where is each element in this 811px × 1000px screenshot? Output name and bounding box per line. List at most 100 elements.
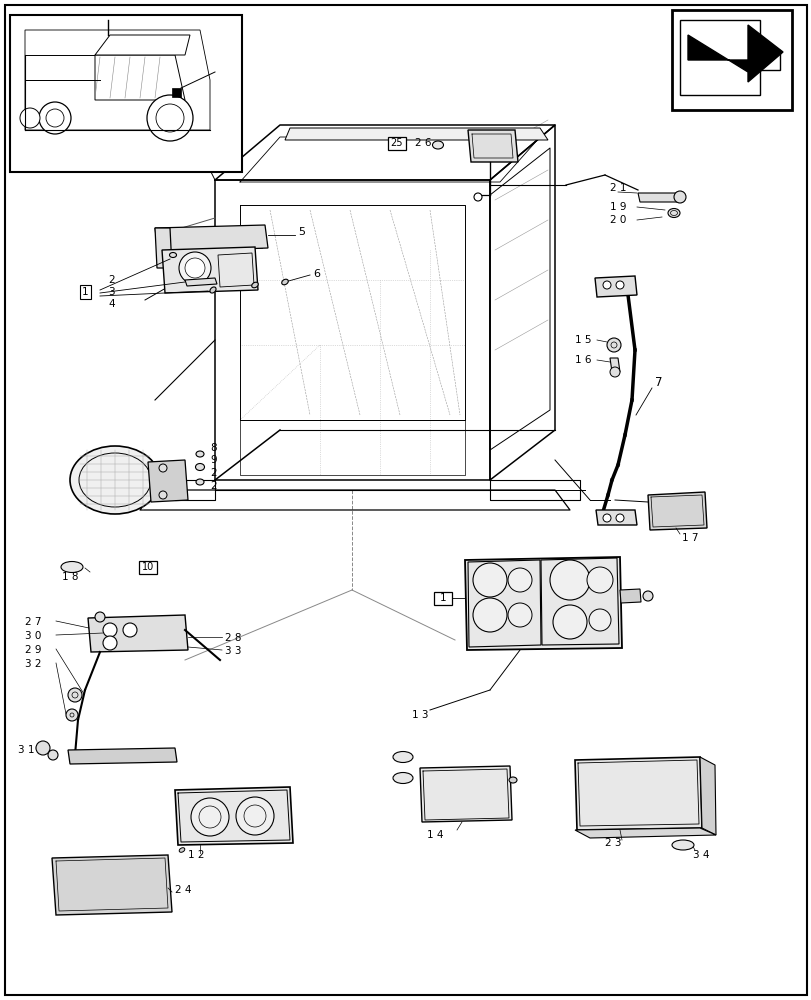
Circle shape <box>185 258 204 278</box>
Text: 1: 1 <box>82 287 88 297</box>
Circle shape <box>36 741 50 755</box>
Polygon shape <box>637 193 681 202</box>
Bar <box>172 88 181 97</box>
Ellipse shape <box>393 772 413 784</box>
Circle shape <box>616 514 623 522</box>
Polygon shape <box>465 557 621 650</box>
Polygon shape <box>95 55 185 100</box>
Circle shape <box>159 464 167 472</box>
Circle shape <box>603 514 610 522</box>
Text: 5: 5 <box>298 227 305 237</box>
Circle shape <box>508 603 531 627</box>
Polygon shape <box>155 225 268 252</box>
Polygon shape <box>155 228 172 268</box>
Polygon shape <box>609 358 620 372</box>
Circle shape <box>473 563 506 597</box>
Ellipse shape <box>251 282 258 288</box>
Circle shape <box>673 191 685 203</box>
Text: 2 6: 2 6 <box>414 138 431 148</box>
Ellipse shape <box>210 287 216 293</box>
Circle shape <box>473 598 506 632</box>
Text: 7: 7 <box>654 376 662 389</box>
Circle shape <box>588 609 610 631</box>
Circle shape <box>236 797 273 835</box>
Text: 1 8: 1 8 <box>62 572 79 582</box>
Text: 1 2: 1 2 <box>188 850 204 860</box>
Circle shape <box>474 193 482 201</box>
Bar <box>139 561 157 574</box>
Circle shape <box>549 560 590 600</box>
Ellipse shape <box>70 446 160 514</box>
Circle shape <box>552 605 586 639</box>
Text: 1 4: 1 4 <box>427 830 443 840</box>
Polygon shape <box>467 130 517 162</box>
Polygon shape <box>148 460 188 502</box>
Circle shape <box>95 612 105 622</box>
Text: 3 3: 3 3 <box>225 646 241 656</box>
Ellipse shape <box>169 252 176 257</box>
Circle shape <box>122 623 137 637</box>
Text: 2 7: 2 7 <box>25 617 41 627</box>
Circle shape <box>159 491 167 499</box>
Text: 3 0: 3 0 <box>25 631 41 641</box>
Text: 3: 3 <box>108 287 114 297</box>
Polygon shape <box>647 492 706 530</box>
Polygon shape <box>620 589 640 603</box>
Text: 1: 1 <box>439 593 446 603</box>
Circle shape <box>39 102 71 134</box>
Text: 2 4: 2 4 <box>175 885 191 895</box>
Circle shape <box>103 623 117 637</box>
Ellipse shape <box>179 848 185 852</box>
Text: 3 4: 3 4 <box>692 850 709 860</box>
Ellipse shape <box>672 840 693 850</box>
Bar <box>388 137 406 150</box>
Circle shape <box>642 591 652 601</box>
Text: 2: 2 <box>210 468 217 478</box>
Ellipse shape <box>667 209 679 218</box>
Polygon shape <box>699 757 715 835</box>
Bar <box>10 15 242 172</box>
Text: 2 8: 2 8 <box>225 633 241 643</box>
Ellipse shape <box>508 777 517 783</box>
Ellipse shape <box>281 279 288 285</box>
Polygon shape <box>175 787 293 845</box>
Text: 2 9: 2 9 <box>25 645 41 655</box>
Polygon shape <box>594 276 636 297</box>
Ellipse shape <box>195 479 204 485</box>
Text: 1 7: 1 7 <box>681 533 697 543</box>
Polygon shape <box>687 25 782 82</box>
Circle shape <box>48 750 58 760</box>
Text: 2 0: 2 0 <box>609 215 625 225</box>
Bar <box>672 10 791 110</box>
Circle shape <box>46 109 64 127</box>
Ellipse shape <box>195 464 204 471</box>
Text: 2 1: 2 1 <box>609 183 626 193</box>
Ellipse shape <box>393 752 413 762</box>
Text: 1 3: 1 3 <box>411 710 427 720</box>
Circle shape <box>616 281 623 289</box>
Circle shape <box>603 281 610 289</box>
Circle shape <box>68 688 82 702</box>
Circle shape <box>586 567 612 593</box>
Polygon shape <box>25 55 100 80</box>
Text: 6: 6 <box>312 269 320 279</box>
Circle shape <box>191 798 229 836</box>
Text: 10: 10 <box>142 562 154 572</box>
Circle shape <box>147 95 193 141</box>
Polygon shape <box>95 35 190 55</box>
Text: 9: 9 <box>210 455 217 465</box>
Ellipse shape <box>432 141 443 149</box>
Polygon shape <box>68 748 177 764</box>
Circle shape <box>156 104 184 132</box>
Polygon shape <box>52 855 172 915</box>
Text: 1 5: 1 5 <box>574 335 590 345</box>
Polygon shape <box>162 247 258 293</box>
Circle shape <box>103 636 117 650</box>
Circle shape <box>178 252 211 284</box>
Text: 2: 2 <box>210 481 217 491</box>
Polygon shape <box>595 510 636 525</box>
Polygon shape <box>285 128 547 140</box>
Circle shape <box>609 367 620 377</box>
Polygon shape <box>679 20 779 95</box>
Text: 1 6: 1 6 <box>574 355 590 365</box>
